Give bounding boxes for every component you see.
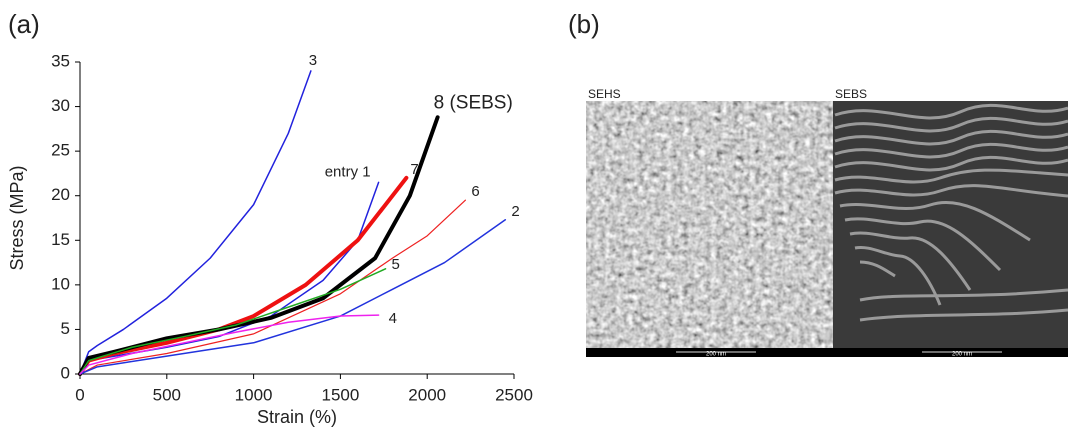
x-tick-label: 1500 bbox=[321, 385, 359, 404]
series-label: 2 bbox=[511, 203, 519, 220]
y-tick-label: 15 bbox=[51, 230, 70, 249]
series-line bbox=[79, 314, 380, 375]
panel-label: (a) bbox=[8, 9, 40, 39]
series-line bbox=[79, 268, 387, 375]
series-label: entry 1 bbox=[325, 163, 371, 180]
y-axis-title: Stress (MPa) bbox=[7, 165, 27, 270]
x-tick-label: 0 bbox=[75, 385, 84, 404]
series-label: 4 bbox=[389, 310, 397, 327]
y-tick-label: 35 bbox=[51, 51, 70, 70]
series-label: 3 bbox=[309, 52, 317, 69]
y-tick-label: 0 bbox=[61, 363, 70, 382]
x-tick-label: 2500 bbox=[495, 385, 533, 404]
scale-label: 200 nm bbox=[706, 352, 726, 358]
y-tick-label: 10 bbox=[51, 274, 70, 293]
image-label: SEBS bbox=[835, 87, 867, 101]
sehs-image bbox=[586, 101, 833, 348]
series-label: 8 (SEBS) bbox=[434, 92, 513, 113]
y-tick-label: 20 bbox=[51, 185, 70, 204]
image-label: SEHS bbox=[588, 87, 621, 101]
x-axis-title: Strain (%) bbox=[257, 407, 337, 427]
lamellae bbox=[834, 103, 1068, 322]
y-tick-label: 5 bbox=[61, 319, 70, 338]
x-tick-label: 500 bbox=[153, 385, 181, 404]
x-tick-label: 1000 bbox=[235, 385, 273, 404]
series-line bbox=[79, 70, 312, 375]
micrograph: SEHS SEBS 200 nm 200 nm bbox=[586, 87, 1068, 358]
scale-label: 200 nm bbox=[952, 352, 972, 358]
series-line bbox=[79, 181, 380, 375]
series-line bbox=[79, 199, 466, 375]
y-tick-label: 30 bbox=[51, 96, 70, 115]
series-label: 7 bbox=[410, 161, 418, 178]
series-line bbox=[78, 115, 440, 376]
scale-strip bbox=[586, 348, 1068, 357]
series-line bbox=[79, 219, 507, 375]
panel-label: (b) bbox=[568, 9, 600, 39]
y-tick-label: 25 bbox=[51, 141, 70, 160]
series-label: 5 bbox=[392, 256, 400, 273]
series-label: 6 bbox=[471, 183, 479, 200]
x-tick-label: 2000 bbox=[408, 385, 446, 404]
